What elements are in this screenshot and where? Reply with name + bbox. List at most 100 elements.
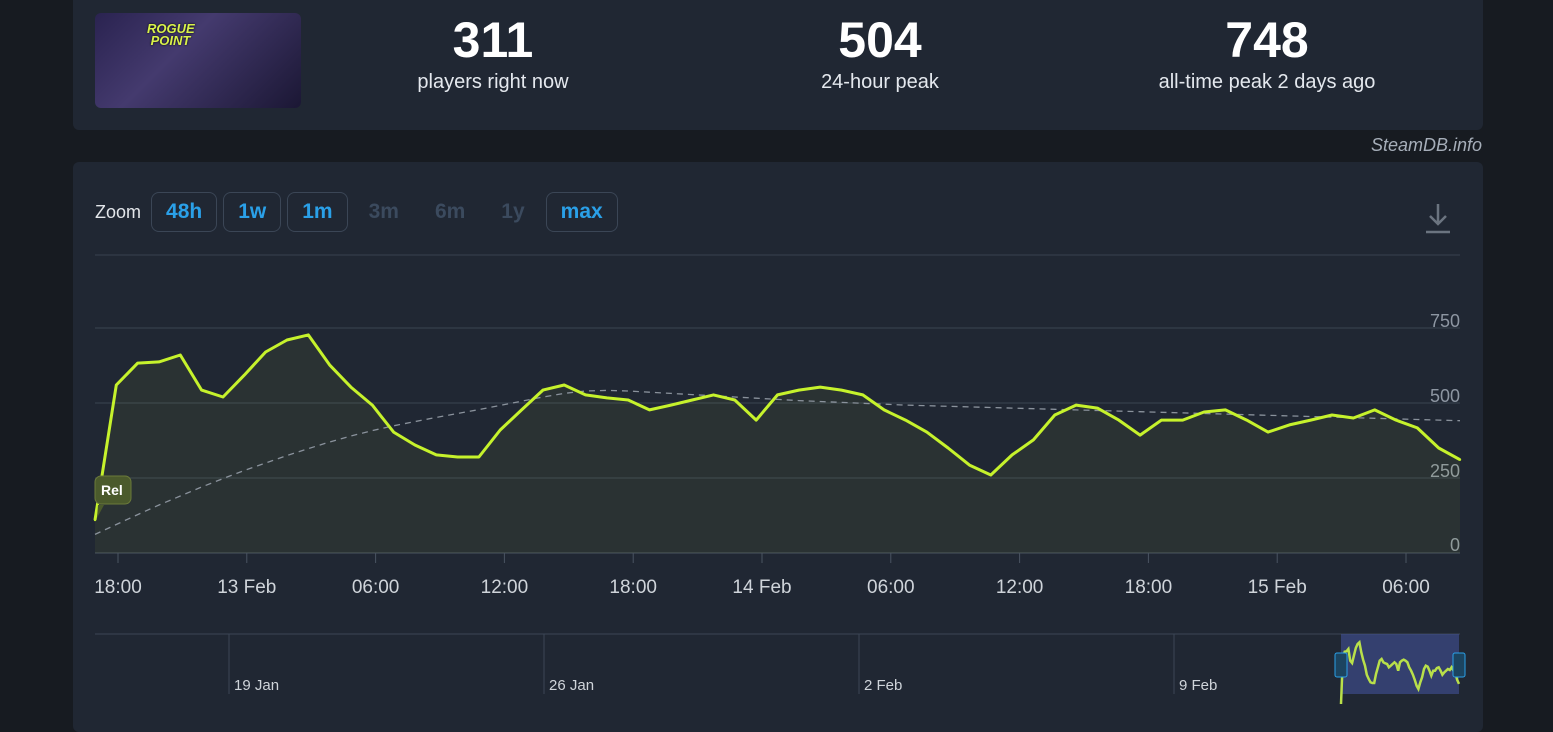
game-thumbnail[interactable]: ROGUE POINT: [95, 13, 301, 108]
x-tick-label: 14 Feb: [732, 577, 791, 598]
data-point: [392, 430, 395, 434]
data-point: [754, 418, 758, 422]
data-point: [136, 361, 139, 365]
data-point: [1096, 406, 1099, 410]
data-point: [818, 385, 822, 389]
game-logo: ROGUE POINT: [147, 21, 195, 48]
data-point: [1010, 453, 1014, 457]
data-point: [904, 418, 907, 422]
data-point: [968, 463, 971, 467]
x-tick-label: 15 Feb: [1248, 577, 1307, 598]
data-point: [477, 455, 481, 459]
zoom-48h-button[interactable]: 48h: [151, 192, 218, 232]
data-point: [285, 338, 289, 342]
data-point: [648, 408, 651, 412]
x-tick-label: 13 Feb: [217, 577, 276, 598]
navigator-date-label: 26 Jan: [549, 677, 594, 694]
data-point: [1138, 433, 1142, 437]
data-point: [541, 388, 545, 392]
data-point: [1394, 418, 1398, 422]
data-point: [1330, 413, 1334, 417]
y-tick-label: 500: [1430, 386, 1460, 406]
data-point: [499, 428, 502, 432]
data-point: [946, 446, 950, 450]
data-point: [115, 383, 118, 387]
data-point: [563, 383, 566, 387]
data-point: [1224, 408, 1227, 412]
chart-panel: Zoom 48h 1w 1m 3m 6m 1y max: [73, 162, 1483, 732]
data-point: [1117, 418, 1120, 422]
navigator[interactable]: 19 Jan 26 Jan 2 Feb 9 Feb: [95, 633, 1466, 705]
data-point: [584, 393, 587, 397]
x-tick-label: 06:00: [1382, 577, 1430, 598]
zoom-6m-button: 6m: [434, 200, 466, 223]
data-point: [1245, 418, 1248, 422]
y-tick-label: 250: [1430, 461, 1460, 481]
data-point: [1266, 430, 1270, 434]
zoom-3m-button: 3m: [368, 200, 399, 223]
navigator-series: [1339, 639, 1461, 705]
release-marker[interactable]: Rel: [94, 475, 132, 518]
data-point: [264, 350, 267, 354]
x-tick-label: 06:00: [867, 577, 915, 598]
navigator-right-handle[interactable]: [1452, 652, 1466, 678]
data-point: [882, 408, 886, 412]
steamdb-credit[interactable]: SteamDB.info: [1370, 135, 1482, 155]
y-tick-label: 750: [1430, 311, 1460, 331]
data-point: [669, 403, 673, 407]
data-point: [1416, 426, 1419, 430]
data-point: [776, 393, 779, 397]
data-point: [328, 363, 331, 367]
data-point: [690, 398, 694, 402]
current-players-label: players right now: [417, 71, 569, 93]
data-point: [797, 388, 801, 392]
zoom-1m-button[interactable]: 1m: [287, 192, 348, 232]
data-point: [1437, 446, 1440, 450]
data-point: [413, 443, 417, 447]
x-tick-label: 12:00: [996, 577, 1044, 598]
stat-alltime-peak: 748 all-time peak 2 days ago: [1117, 10, 1417, 94]
zoom-1y-button: 1y: [501, 200, 525, 223]
data-point: [712, 393, 715, 397]
data-point: [627, 398, 630, 402]
data-point: [1288, 423, 1291, 427]
zoom-1w-button[interactable]: 1w: [223, 192, 282, 232]
navigator-date-label: 19 Jan: [234, 677, 279, 694]
alltime-value: 748: [1225, 12, 1309, 68]
navigator-left-handle[interactable]: [1334, 652, 1348, 678]
download-icon[interactable]: [1425, 202, 1451, 239]
peak24-label: 24-hour peak: [821, 71, 939, 93]
x-tick-label: 18:00: [1125, 577, 1173, 598]
data-point: [157, 360, 161, 364]
data-point: [243, 373, 246, 377]
data-point: [1373, 408, 1376, 412]
navigator-date-label: 9 Feb: [1179, 677, 1217, 694]
data-point: [1202, 410, 1206, 414]
release-label: Rel: [101, 482, 123, 498]
data-point: [605, 396, 609, 400]
x-tick-label: 12:00: [481, 577, 529, 598]
data-point: [435, 453, 438, 457]
zoom-label: Zoom: [95, 201, 142, 222]
zoom-max-button[interactable]: max: [545, 192, 618, 232]
data-point: [1458, 458, 1462, 461]
data-point: [989, 473, 992, 477]
peak24-value: 504: [838, 12, 922, 68]
data-point: [1309, 418, 1312, 422]
stats-panel: ROGUE POINT 311 players right now 504 24…: [73, 0, 1483, 130]
x-tick-label: 18:00: [609, 577, 657, 598]
data-point: [456, 455, 459, 459]
data-point: [840, 388, 843, 392]
data-point: [1181, 418, 1184, 422]
data-point: [221, 395, 225, 399]
data-point: [371, 403, 374, 407]
trend-line: [94, 389, 1461, 535]
navigator-date-label: 2 Feb: [864, 677, 902, 694]
data-point: [1352, 416, 1355, 420]
series-area: [95, 334, 1460, 553]
zoom-controls: Zoom 48h 1w 1m 3m 6m 1y max: [95, 192, 618, 232]
data-point: [93, 518, 97, 522]
stat-24h-peak: 504 24-hour peak: [780, 10, 980, 94]
data-point: [1074, 403, 1078, 407]
